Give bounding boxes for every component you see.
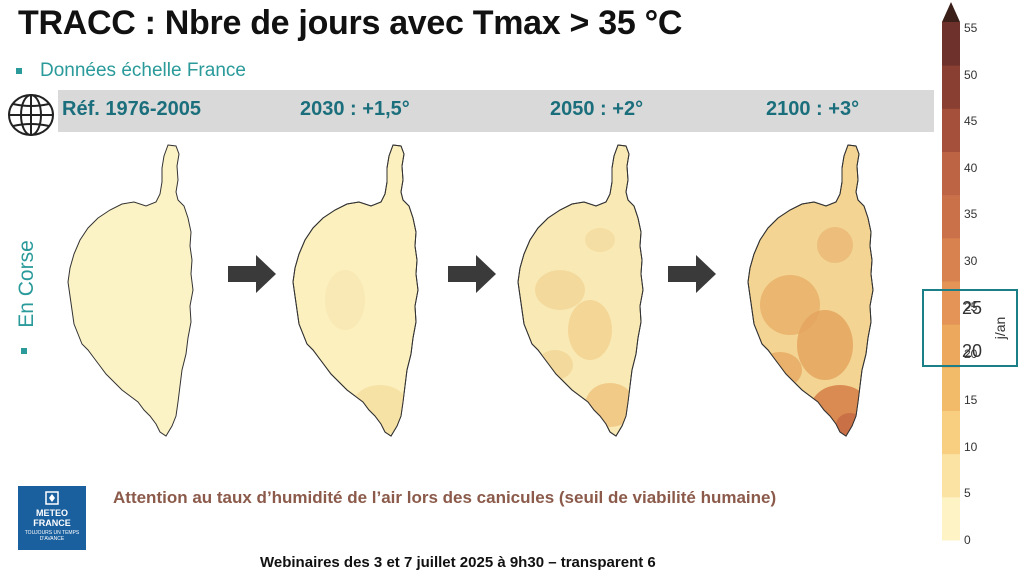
period-2100-label: 2100 : +3° [766,98,860,120]
logo-line1: METEO [35,508,68,518]
colorbar-segment [942,453,960,498]
colorbar-tick-label: 25 [964,300,978,315]
scope-bullet: Données échelle France [16,60,246,82]
colorbar-segment [942,237,960,282]
logo-emblem-icon [45,491,59,505]
map-2030 [292,144,419,437]
side-label: En Corse [15,240,38,328]
colorbar-tip [942,2,960,22]
map-2050 [517,144,644,437]
colorbar-tick-label: 20 [964,346,978,361]
colorbar-segment [942,22,960,66]
scope-bullet-text: Données échelle France [40,60,246,81]
period-header-band [58,90,934,132]
map-ref [67,144,194,437]
colorbar-tick-label: 50 [964,67,978,82]
side-bullet-icon [21,348,27,354]
attention-text: Attention au taux d’humidité de l’air lo… [113,488,777,507]
colorbar-segment [942,324,960,368]
colorbar-unit: j/an [992,316,1008,340]
colorbar-segment [942,281,960,325]
colorbar-tick-label: 45 [964,114,978,129]
period-ref-label: Réf. 1976-2005 [62,98,201,120]
colorbar-segment [942,65,960,109]
right-arrow-icon [228,255,276,293]
colorbar-tick-label: 10 [964,439,978,454]
logo-tagline: TOUJOURS UN TEMPS D'AVANCE [24,530,80,542]
period-2030-label: 2030 : +1,5° [300,98,410,120]
colorbar-segment [942,194,960,239]
colorbar-segment [942,410,960,455]
highlight-label-25: 25 [962,298,983,318]
right-arrow-icon [448,255,496,293]
colorbar-highlight-box [922,289,1018,367]
colorbar-tick-label: 35 [964,207,978,222]
logo-line2: FRANCE [33,518,71,528]
colorbar-tick-label: 0 [964,533,971,547]
footer-text: Webinaires des 3 et 7 juillet 2025 à 9h3… [260,554,656,571]
meteo-france-logo: METEO FRANCE TOUJOURS UN TEMPS D'AVANCE [18,486,86,550]
globe-icon [8,94,54,136]
colorbar-tick-label: 30 [964,253,978,268]
right-arrow-icon [668,255,716,293]
colorbar-tick-label: 55 [964,21,978,35]
highlight-label-20: 20 [962,341,983,361]
colorbar-segment [942,151,960,196]
colorbar-segment [942,367,960,411]
map-2100 [747,144,874,437]
colorbar-tick-label: 40 [964,160,978,175]
colorbar-segment [942,496,960,541]
bullet-square-icon [16,68,22,74]
colorbar-tick-label: 5 [964,486,971,501]
colorbar-tick-label: 15 [964,393,978,408]
colorbar [942,2,960,541]
page-title: TRACC : Nbre de jours avec Tmax > 35 °C [18,4,683,42]
colorbar-segment [942,108,960,152]
period-2050-label: 2050 : +2° [550,98,644,120]
